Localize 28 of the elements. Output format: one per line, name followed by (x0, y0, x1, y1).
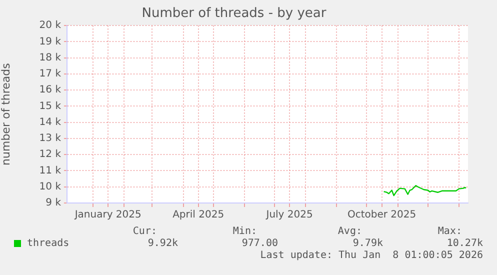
y-tick-label: 20 k (39, 20, 62, 32)
y-tick-label: 10 k (39, 181, 62, 192)
y-tick-label: 13 k (39, 133, 62, 144)
text: Min: (232, 226, 257, 237)
text: Last update: Thu Jan 8 01:00:05 2026 (260, 250, 483, 261)
chart-title: Number of threads - by year (142, 6, 327, 22)
y-tick-label: 18 k (39, 52, 62, 64)
y-tick-label: 11 k (39, 165, 62, 176)
y-axis-title: number of threads (0, 62, 12, 166)
text: 977.00 (242, 238, 278, 249)
y-tick-label: 16 k (39, 84, 62, 96)
y-tick-label: 14 k (39, 116, 62, 128)
y-tick-label: 9 k (46, 198, 62, 209)
text: Max: (438, 226, 462, 237)
y-tick-label: 19 k (39, 36, 62, 48)
text: Cur: (132, 226, 157, 237)
x-tick-label: April 2025 (172, 210, 224, 221)
x-tick-label: July 2025 (265, 210, 313, 221)
legend-label: threads (27, 238, 70, 249)
text: 10.27k (446, 238, 483, 249)
text: Avg: (338, 226, 362, 237)
text: 9.92k (148, 238, 178, 249)
y-tick-label: 15 k (39, 100, 62, 112)
x-tick-label: October 2025 (347, 210, 416, 221)
x-tick-label: January 2025 (74, 210, 142, 221)
text: 9.79k (352, 238, 383, 249)
y-tick-label: 12 k (39, 149, 62, 160)
y-tick-label: 17 k (39, 68, 62, 80)
